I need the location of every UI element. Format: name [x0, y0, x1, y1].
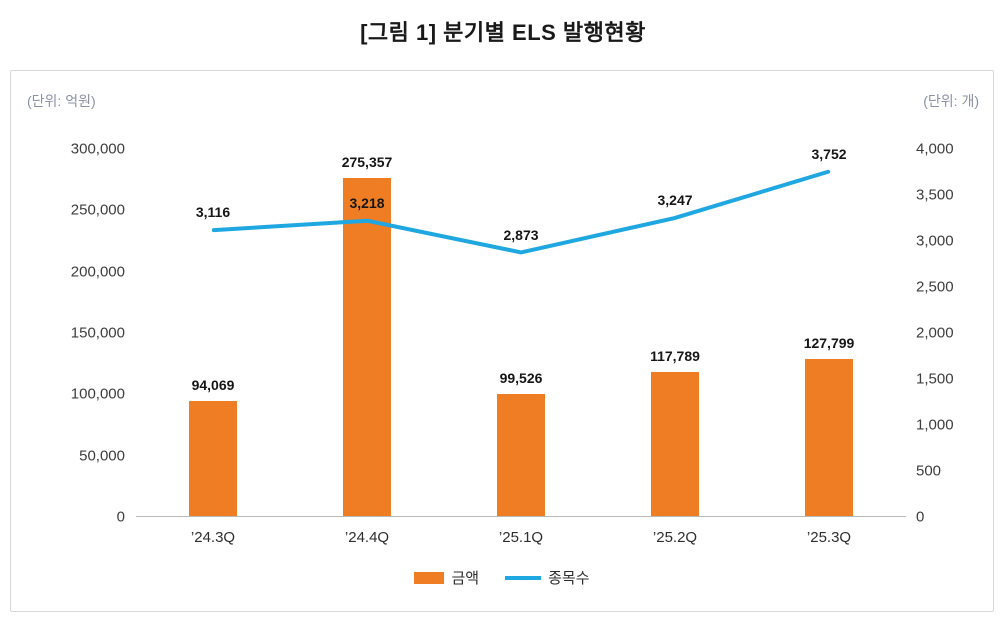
legend: 금액 종목수	[11, 567, 993, 588]
bar-value-label: 275,357	[341, 154, 393, 171]
bar	[343, 178, 391, 516]
bar-value-label: 99,526	[499, 369, 543, 386]
chart-title: [그림 1] 분기별 ELS 발행현황	[360, 20, 646, 45]
x-axis-labels: ’24.3Q ’24.4Q ’25.1Q ’25.2Q ’25.3Q	[11, 529, 993, 549]
right-axis-tick: 2,500	[916, 278, 954, 296]
left-axis-tick: 100,000	[70, 385, 125, 403]
legend-bar-label: 금액	[451, 570, 480, 587]
right-axis-tick: 2,000	[916, 324, 954, 342]
right-axis-tick: 4,000	[916, 140, 954, 158]
right-axis-tick: 0	[916, 508, 925, 526]
plot-area: 94,069 275,357 99,526 117,789 127,799 3,116 3,…	[136, 145, 906, 517]
left-axis-tick: 300,000	[70, 140, 125, 158]
x-axis-label: ’25.3Q	[806, 529, 852, 546]
left-axis-tick: 150,000	[70, 324, 125, 342]
left-axis-unit: (단위: 억원)	[27, 93, 96, 109]
line-value-label: 3,218	[349, 194, 385, 211]
left-axis-tick: 50,000	[79, 447, 125, 465]
legend-line-label: 종목수	[548, 570, 590, 587]
right-axis-unit: (단위: 개)	[923, 93, 979, 109]
bar-value-label: 127,799	[803, 335, 855, 352]
chart-container: (단위: 억원) (단위: 개) 0 50,000 100,000 150,000 20…	[10, 70, 994, 612]
x-axis-label: ’25.1Q	[498, 529, 544, 546]
left-axis-tick: 250,000	[70, 201, 125, 219]
x-axis-label: ’24.4Q	[344, 529, 390, 546]
legend-line-swatch	[505, 575, 542, 580]
right-axis-tick: 1,000	[916, 416, 954, 434]
x-axis-label: ’25.2Q	[652, 529, 698, 546]
line-value-label: 3,752	[811, 145, 847, 162]
bar	[805, 359, 853, 516]
line-path	[211, 169, 831, 255]
line-value-label: 3,116	[195, 204, 231, 221]
line-value-label: 3,247	[657, 192, 693, 209]
line-value-label: 2,873	[503, 226, 539, 243]
left-axis-ticks: 0 50,000 100,000 150,000 200,000 250,000 300,0…	[29, 141, 125, 526]
right-axis-tick: 3,000	[916, 232, 954, 250]
right-axis-tick: 1,500	[916, 370, 954, 388]
bar	[189, 400, 237, 516]
right-axis-tick: 3,500	[916, 186, 954, 204]
right-axis-ticks: 0 500 1,000 1,500 2,000 2,500 3,000 3,500 4,000	[916, 141, 988, 526]
x-axis-label: ’24.3Q	[190, 529, 236, 546]
bar	[651, 371, 699, 516]
bar-value-label: 94,069	[191, 376, 235, 393]
bar-value-label: 117,789	[650, 347, 700, 364]
right-axis-tick: 500	[916, 462, 942, 480]
left-axis-tick: 200,000	[70, 263, 125, 281]
left-axis-tick: 0	[116, 508, 125, 526]
line-series	[211, 169, 831, 255]
legend-bar-swatch	[414, 571, 445, 584]
bar	[497, 393, 545, 516]
